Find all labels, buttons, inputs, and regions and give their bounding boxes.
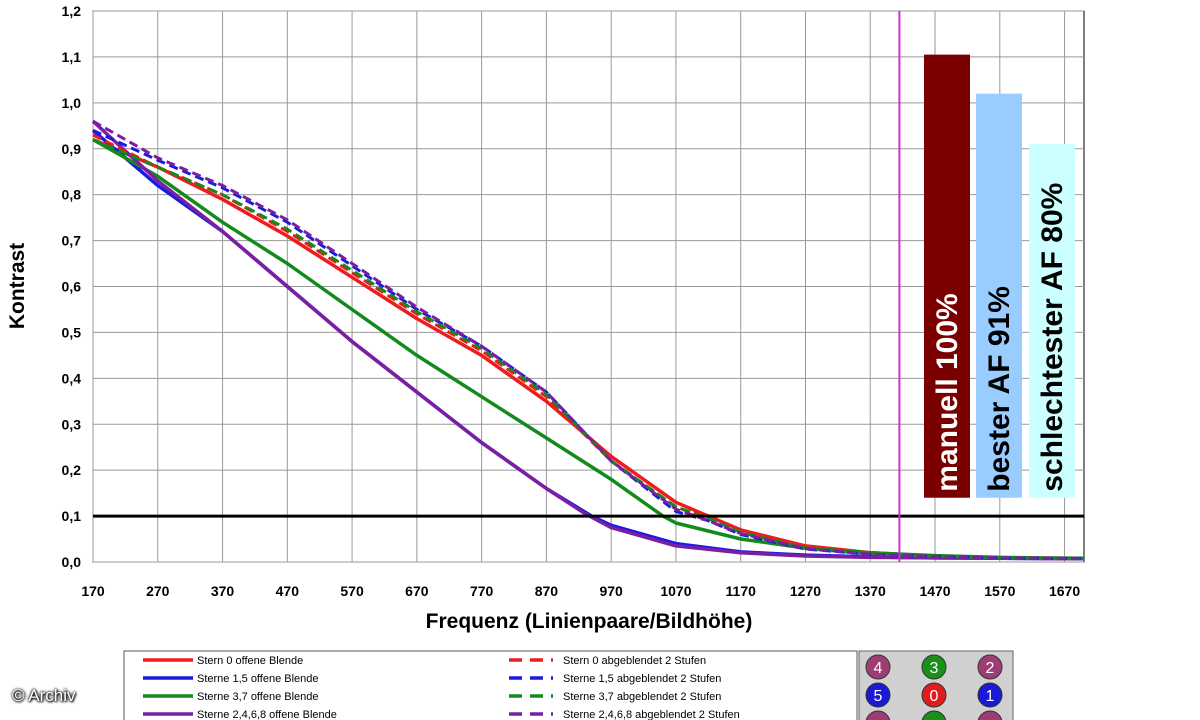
series-group bbox=[91, 119, 1085, 561]
legend-label: Stern 0 offene Blende bbox=[197, 655, 303, 667]
x-tick-label: 970 bbox=[599, 583, 623, 599]
x-tick-label: 1470 bbox=[919, 583, 950, 599]
legend: Stern 0 offene Blende Sterne 1,5 offene B… bbox=[123, 650, 858, 720]
x-tick-labels: 170 270 370 470 570 670 770 870 970 1070 1170 1270 1… bbox=[81, 583, 1080, 599]
marker-circle bbox=[921, 710, 947, 720]
copyright-note: © Archiv bbox=[12, 686, 76, 705]
reference-lines bbox=[93, 11, 1084, 562]
y-tick-label: 0,3 bbox=[62, 416, 82, 432]
series-line bbox=[92, 119, 1085, 561]
y-tick-label: 0,2 bbox=[62, 462, 82, 478]
y-tick-label: 1,0 bbox=[62, 95, 82, 111]
y-tick-label: 0,8 bbox=[62, 187, 82, 203]
x-tick-label: 270 bbox=[146, 583, 170, 599]
x-tick-label: 1670 bbox=[1049, 583, 1080, 599]
legend-label: Stern 0 abgeblendet 2 Stufen bbox=[563, 655, 706, 667]
marker-circle bbox=[977, 682, 1003, 708]
x-axis-title: Frequenz (Linienpaare/Bildhöhe) bbox=[426, 610, 753, 633]
bar-group: manuell 100% bester AF 91% schlechtester A… bbox=[924, 54, 1075, 498]
y-tick-label: 1,1 bbox=[62, 49, 82, 65]
legend-label: Sterne 3,7 offene Blende bbox=[197, 691, 319, 703]
bar-label: schlechtester AF 80% bbox=[1036, 183, 1069, 492]
y-tick-label: 0,4 bbox=[62, 370, 82, 386]
bar-label: manuell 100% bbox=[931, 293, 964, 491]
x-tick-label: 670 bbox=[405, 583, 429, 599]
marker-number: 2 bbox=[986, 660, 995, 677]
marker-number: 1 bbox=[986, 688, 995, 705]
marker-circle bbox=[977, 710, 1003, 720]
x-tick-label: 1270 bbox=[790, 583, 821, 599]
x-tick-label: 870 bbox=[535, 583, 559, 599]
y-tick-label: 0,0 bbox=[62, 554, 82, 570]
x-tick-label: 1370 bbox=[855, 583, 886, 599]
x-tick-label: 770 bbox=[470, 583, 494, 599]
y-tick-label: 0,9 bbox=[62, 141, 82, 157]
y-tick-label: 0,1 bbox=[62, 508, 82, 524]
bar bbox=[1029, 144, 1075, 498]
marker-number: 5 bbox=[874, 688, 883, 705]
marker-circle bbox=[865, 710, 891, 720]
x-tick-label: 570 bbox=[340, 583, 364, 599]
marker-circle bbox=[921, 682, 947, 708]
x-tick-label: 170 bbox=[81, 583, 105, 599]
x-tick-label: 370 bbox=[211, 583, 235, 599]
y-axis-title: Kontrast bbox=[6, 243, 29, 329]
x-tick-label: 1070 bbox=[660, 583, 691, 599]
series-line bbox=[91, 119, 1085, 561]
bar-label: bester AF 91% bbox=[983, 286, 1016, 492]
marker-number: 3 bbox=[930, 660, 939, 677]
legend-label: Sterne 2,4,6,8 abgeblendet 2 Stufen bbox=[563, 709, 740, 720]
marker-number: 4 bbox=[874, 660, 883, 677]
legend-label: Sterne 1,5 abgeblendet 2 Stufen bbox=[563, 673, 721, 685]
x-tick-label: 1570 bbox=[984, 583, 1015, 599]
legend-label: Sterne 3,7 abgeblendet 2 Stufen bbox=[563, 691, 721, 703]
y-tick-label: 0,5 bbox=[62, 324, 82, 340]
position-marker-panel: 4 3 2 5 0 1 bbox=[858, 650, 1014, 720]
legend-box bbox=[123, 650, 858, 720]
legend-label: Sterne 2,4,6,8 offene Blende bbox=[197, 709, 337, 720]
marker-circle bbox=[865, 654, 891, 680]
marker-number: 0 bbox=[930, 688, 939, 705]
legend-label: Sterne 1,5 offene Blende bbox=[197, 673, 319, 685]
bar bbox=[924, 54, 970, 498]
marker-circle bbox=[921, 654, 947, 680]
y-tick-label: 1,2 bbox=[62, 3, 82, 19]
marker-circle bbox=[865, 682, 891, 708]
bar bbox=[976, 93, 1022, 498]
grid bbox=[92, 10, 1084, 563]
marker-circle bbox=[977, 654, 1003, 680]
x-tick-label: 1170 bbox=[726, 583, 757, 599]
y-tick-label: 0,6 bbox=[62, 279, 82, 295]
y-tick-labels: 0,0 0,1 0,2 0,3 0,4 0,5 0,6 0,7 0,8 0,9 1,0 1,1 1,2 bbox=[62, 3, 82, 570]
y-tick-label: 0,7 bbox=[62, 233, 82, 249]
x-tick-label: 470 bbox=[276, 583, 300, 599]
